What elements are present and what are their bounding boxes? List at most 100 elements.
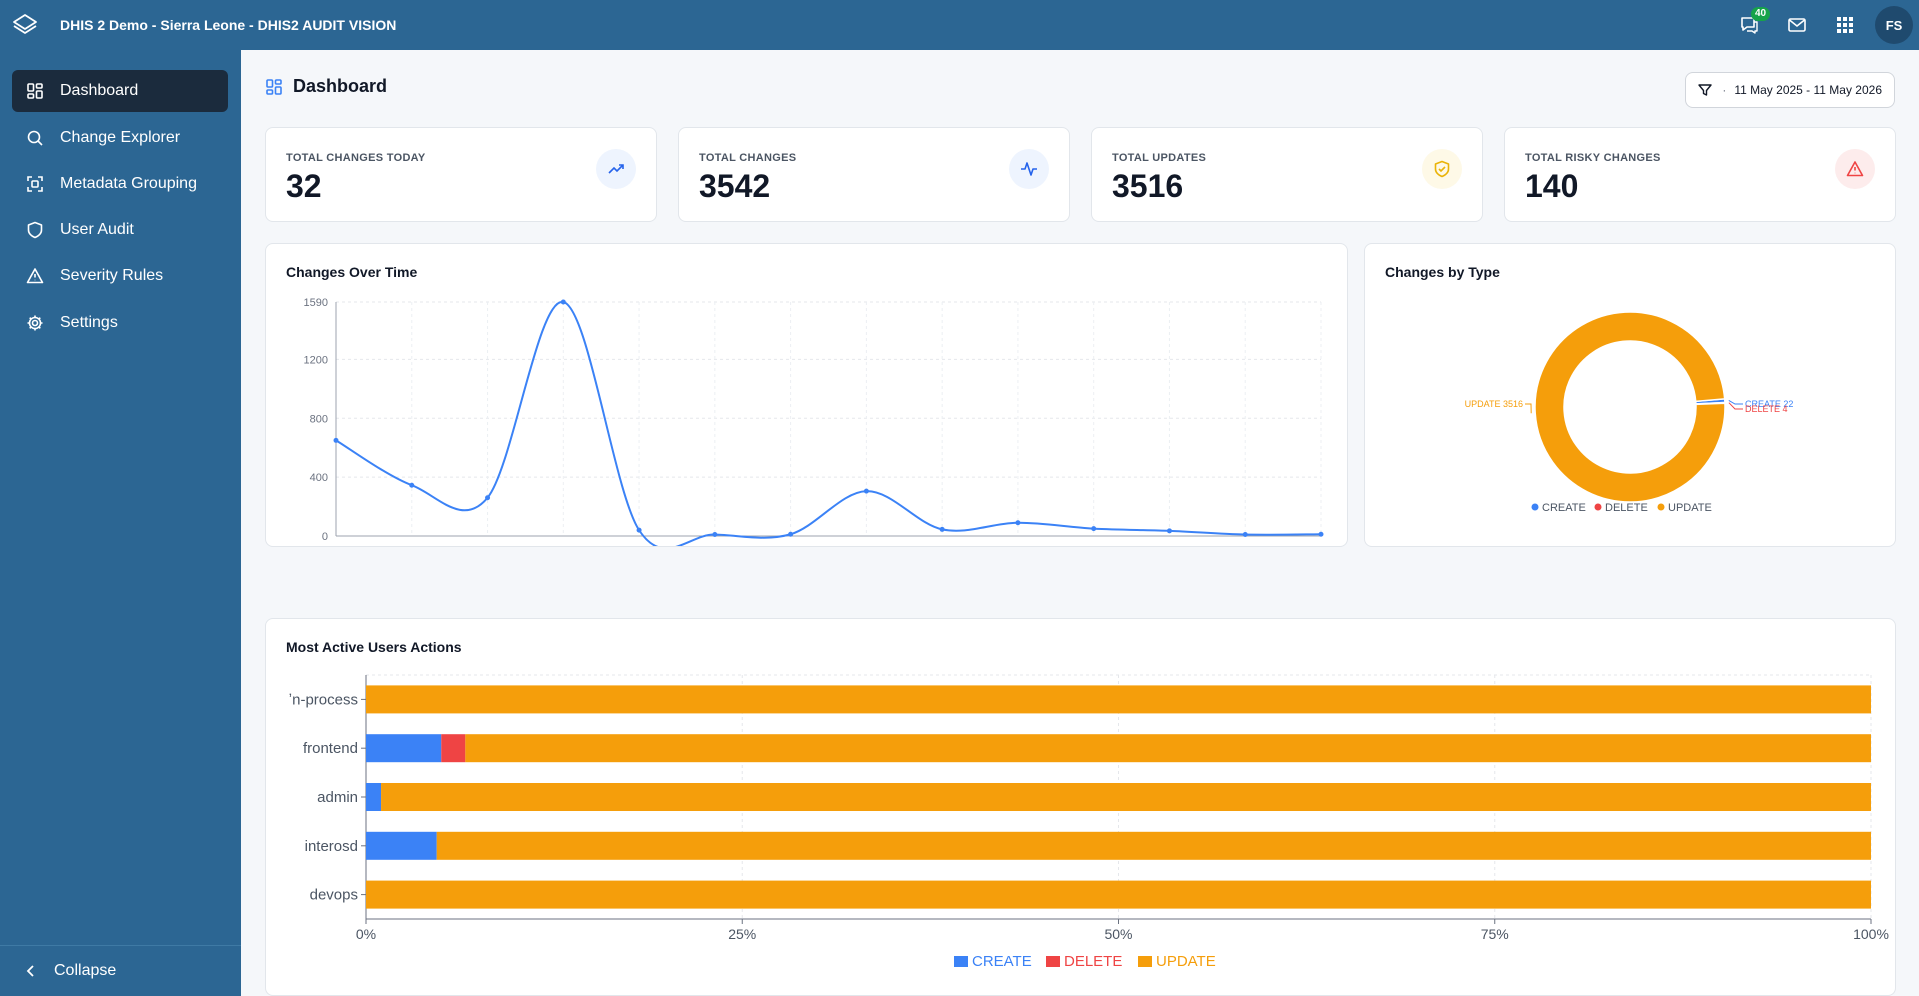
bar-create xyxy=(366,783,382,811)
gear-icon xyxy=(27,315,43,331)
x-tick-label: 2026-05-10 xyxy=(1293,545,1347,546)
interpretations-button[interactable]: 40 xyxy=(1725,0,1773,50)
y-tick-label: 800 xyxy=(310,413,328,425)
bar-delete xyxy=(441,734,466,763)
sidebar-divider xyxy=(0,945,241,946)
sidebar-item-label: Metadata Grouping xyxy=(60,175,197,192)
data-point xyxy=(636,527,642,533)
sidebar-item-user-audit[interactable]: User Audit xyxy=(12,209,228,251)
mail-icon xyxy=(1788,18,1806,32)
sidebar-item-label: Change Explorer xyxy=(60,129,181,146)
stat-card-total-risky-changes: TOTAL RISKY CHANGES 140 xyxy=(1504,127,1896,222)
user-avatar[interactable]: FS xyxy=(1875,6,1913,44)
grouping-icon xyxy=(27,176,43,192)
stat-value: 140 xyxy=(1525,168,1579,204)
legend-label: CREATE xyxy=(1542,502,1586,514)
activity-icon xyxy=(1009,149,1049,189)
legend-label: CREATE xyxy=(972,953,1032,970)
sidebar: Dashboard Change Explorer Metadata Group… xyxy=(0,50,241,996)
main-content: Dashboard · 11 May 2025 - 11 May 2026 TO… xyxy=(241,50,1919,996)
dashboard-icon xyxy=(27,83,43,99)
stat-card-total-changes: TOTAL CHANGES 3542 xyxy=(678,127,1070,222)
data-point xyxy=(712,532,718,538)
x-tick-label: 0% xyxy=(356,926,376,942)
date-range-label: 11 May 2025 - 11 May 2026 xyxy=(1734,83,1882,97)
series-line xyxy=(335,301,1322,546)
sidebar-item-metadata-grouping[interactable]: Metadata Grouping xyxy=(12,163,228,205)
legend-marker xyxy=(1594,503,1602,511)
slice-label: DELETE 4 xyxy=(1745,404,1788,414)
y-tick-label: 400 xyxy=(310,472,328,484)
bar-update xyxy=(366,880,1871,909)
filter-icon xyxy=(1698,84,1713,96)
stat-label: TOTAL RISKY CHANGES xyxy=(1525,152,1661,164)
sidebar-item-severity-rules[interactable]: Severity Rules xyxy=(12,255,228,297)
x-tick-label: 2026-05-03 xyxy=(762,545,818,546)
sidebar-item-label: Settings xyxy=(60,314,118,331)
slice-label: UPDATE 3516 xyxy=(1465,399,1523,409)
legend-marker xyxy=(1657,503,1665,511)
shield-icon xyxy=(27,221,43,239)
chevron-left-icon xyxy=(26,965,34,977)
sidebar-item-dashboard[interactable]: Dashboard xyxy=(12,70,228,112)
most-active-users-chart: 0% 25% 50% 75% 100% ʼn-process frontend admin in… xyxy=(289,674,1889,970)
slice-label: CREATE 22 xyxy=(1745,399,1793,409)
x-tick-label: 75% xyxy=(1481,926,1509,942)
data-point xyxy=(485,495,491,501)
data-point xyxy=(1166,528,1172,534)
y-tick-label: 1200 xyxy=(304,354,328,366)
legend-marker xyxy=(954,956,968,967)
separator-dot: · xyxy=(1722,83,1727,97)
changes-over-time-chart: 0 400 800 1200 1590 2026-04-27 2026-04-28 2026-… xyxy=(304,297,1347,546)
trending-up-icon xyxy=(596,149,636,189)
messages-button[interactable] xyxy=(1773,0,1821,50)
app-title: DHIS 2 Demo - Sierra Leone - DHIS2 AUDIT… xyxy=(60,17,397,33)
x-tick-label: 2026-04-28 xyxy=(384,545,440,546)
legend-label: DELETE xyxy=(1605,502,1648,514)
apps-button[interactable] xyxy=(1821,0,1869,50)
y-tick-label: devops xyxy=(310,887,358,904)
legend-label: DELETE xyxy=(1064,953,1122,970)
sidebar-item-label: Severity Rules xyxy=(60,267,164,284)
page-title: Dashboard xyxy=(293,76,388,96)
collapse-label: Collapse xyxy=(54,962,117,979)
x-tick-label: 2026-05-04 xyxy=(838,545,894,546)
stat-card-total-updates: TOTAL UPDATES 3516 xyxy=(1091,127,1483,222)
dashboard-icon xyxy=(266,78,282,95)
data-point xyxy=(1318,531,1324,537)
x-tick-label: 100% xyxy=(1853,926,1889,942)
x-tick-label: 2026-04-30 xyxy=(535,545,591,546)
collapse-button[interactable]: Collapse xyxy=(0,946,241,996)
sidebar-item-change-explorer[interactable]: Change Explorer xyxy=(12,117,228,159)
bar-update xyxy=(465,734,1871,763)
date-range-filter[interactable]: · 11 May 2025 - 11 May 2026 xyxy=(1685,72,1895,108)
x-tick-label: 25% xyxy=(728,926,756,942)
sidebar-item-settings[interactable]: Settings xyxy=(12,302,228,344)
apps-grid-icon xyxy=(1837,17,1853,33)
slice-leader-line xyxy=(1525,403,1532,414)
app-logo-icon[interactable] xyxy=(0,0,50,50)
stat-value: 3516 xyxy=(1112,168,1184,204)
x-tick-label: 2026-05-02 xyxy=(687,545,743,546)
stat-label: TOTAL CHANGES TODAY xyxy=(286,152,426,164)
alert-triangle-icon xyxy=(1835,149,1875,189)
most-active-users-card: Most Active Users Actions 0% 25% 50% 75% 100… xyxy=(265,618,1896,996)
pie-slice-update xyxy=(1534,311,1726,503)
data-point xyxy=(788,531,794,537)
changes-by-type-card: Changes by Type CREATE 22 DELETE 4 UPDATE … xyxy=(1364,243,1896,547)
x-tick-label: 2026-05-05 xyxy=(914,545,970,546)
stat-value: 32 xyxy=(286,168,322,204)
stat-label: TOTAL UPDATES xyxy=(1112,152,1207,164)
bar-update xyxy=(381,783,1871,811)
sidebar-item-label: User Audit xyxy=(60,221,134,238)
x-tick-label: 2026-05-06 xyxy=(990,545,1046,546)
data-point xyxy=(939,526,945,532)
data-point xyxy=(1242,532,1248,538)
data-point xyxy=(560,299,566,305)
bar-update xyxy=(436,831,1871,860)
notification-badge: 40 xyxy=(1751,7,1771,21)
chart-title: Changes Over Time xyxy=(286,264,418,280)
data-point xyxy=(1015,520,1021,526)
x-tick-label: 50% xyxy=(1104,926,1132,942)
legend-label: UPDATE xyxy=(1156,953,1216,970)
